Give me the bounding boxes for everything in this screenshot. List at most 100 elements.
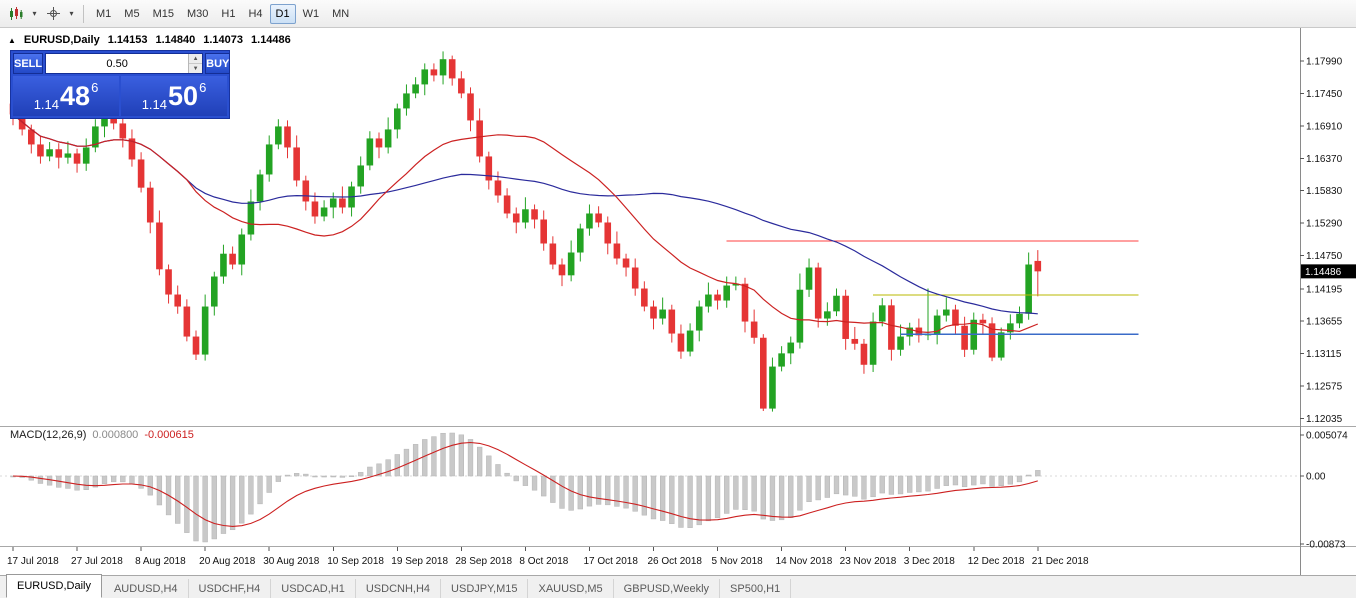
ohlc-high-value: 1.14840 xyxy=(155,34,196,46)
svg-text:1.14486: 1.14486 xyxy=(1305,267,1342,278)
timeframe-button-w1[interactable]: W1 xyxy=(302,7,320,20)
svg-text:19 Sep 2018: 19 Sep 2018 xyxy=(391,556,448,567)
timeframe-toolbar: ▾ ▾ M1 M5 M15 M30 H1 H4 D1 W1 MN xyxy=(0,0,1356,28)
lot-decrease-button[interactable]: ▼ xyxy=(189,64,203,73)
svg-text:28 Sep 2018: 28 Sep 2018 xyxy=(455,556,512,567)
macd-signal-value: -0.000615 xyxy=(144,429,194,441)
candles-layer xyxy=(9,51,1042,412)
toolbar-separator xyxy=(83,4,84,23)
timeframe-button-m1[interactable]: M1 xyxy=(96,7,112,20)
time-axis[interactable]: 17 Jul 2018 27 Jul 2018 8 Aug 2018 20 Aug 2… xyxy=(7,547,1089,567)
macd-signal-line xyxy=(12,441,1038,527)
svg-text:12 Dec 2018: 12 Dec 2018 xyxy=(968,556,1025,567)
svg-text:17 Oct 2018: 17 Oct 2018 xyxy=(583,556,638,567)
svg-text:-0.00873: -0.00873 xyxy=(1306,540,1346,551)
svg-text:17 Jul 2018: 17 Jul 2018 xyxy=(7,556,59,567)
svg-text:1.14195: 1.14195 xyxy=(1306,284,1343,295)
one-click-panel-toggle-icon[interactable]: ▲ xyxy=(8,35,16,45)
macd-main-value: 0.000800 xyxy=(92,429,139,441)
price-axis[interactable]: 1.17990 1.17450 1.16910 1.16370 1.15830 1.152… xyxy=(1300,57,1343,426)
ohlc-open-value: 1.14153 xyxy=(107,34,148,46)
candlestick-chart-icon xyxy=(10,6,23,20)
macd-name: MACD(12,26,9) xyxy=(10,429,87,441)
sell-price-pip: 6 xyxy=(91,80,99,95)
svg-text:14 Nov 2018: 14 Nov 2018 xyxy=(776,556,833,567)
chart-tab-usdcad-h1[interactable]: USDCAD,H1 xyxy=(271,579,356,598)
sell-price-display[interactable]: 1.14 48 6 xyxy=(13,76,119,116)
macd-histogram xyxy=(10,432,1041,543)
buy-price-pip: 6 xyxy=(199,80,207,95)
svg-text:1.13655: 1.13655 xyxy=(1306,317,1343,328)
svg-text:1.15830: 1.15830 xyxy=(1306,186,1343,197)
cursor-tool-dropdown[interactable]: ▾ xyxy=(66,4,77,24)
chart-tab-usdchf-h4[interactable]: USDCHF,H4 xyxy=(189,579,272,598)
chart-tab-usdcnh-h4[interactable]: USDCNH,H4 xyxy=(356,579,442,598)
svg-text:8 Aug 2018: 8 Aug 2018 xyxy=(135,556,186,567)
svg-text:1.14750: 1.14750 xyxy=(1306,251,1343,262)
ma-fast-line xyxy=(12,113,1039,334)
lot-increase-button[interactable]: ▲ xyxy=(189,54,203,64)
timeframe-button-h1[interactable]: H1 xyxy=(221,7,236,20)
lot-size-input[interactable] xyxy=(46,54,189,73)
chart-tab-audusd-h4[interactable]: AUDUSD,H4 xyxy=(104,579,189,598)
chart-type-dropdown[interactable]: ▾ xyxy=(29,4,40,24)
chart-tab-xauusd-m5[interactable]: XAUUSD,M5 xyxy=(528,579,614,598)
macd-axis[interactable]: 0.005074 0.00 -0.00873 xyxy=(1300,431,1348,551)
chart-window[interactable]: 1.17990 1.17450 1.16910 1.16370 1.15830 1.152… xyxy=(0,28,1356,575)
timeframe-button-h4[interactable]: H4 xyxy=(248,7,263,20)
sell-price-main: 48 xyxy=(60,80,91,111)
lot-size-field: ▲ ▼ xyxy=(45,53,204,74)
current-price-badge: 1.14486 xyxy=(1301,264,1356,279)
chart-tab-sp500-h1[interactable]: SP500,H1 xyxy=(720,579,792,598)
svg-text:21 Dec 2018: 21 Dec 2018 xyxy=(1032,556,1089,567)
timeframe-button-mn[interactable]: MN xyxy=(332,7,350,20)
svg-text:1.17450: 1.17450 xyxy=(1306,89,1343,100)
svg-text:26 Oct 2018: 26 Oct 2018 xyxy=(648,556,703,567)
timeframe-button-d1[interactable]: D1 xyxy=(269,3,296,24)
svg-text:30 Aug 2018: 30 Aug 2018 xyxy=(263,556,320,567)
timeframe-button-m30[interactable]: M30 xyxy=(186,7,209,20)
svg-text:20 Aug 2018: 20 Aug 2018 xyxy=(199,556,256,567)
svg-text:8 Oct 2018: 8 Oct 2018 xyxy=(519,556,568,567)
timeframe-buttons: M1 M5 M15 M30 H1 H4 D1 W1 MN xyxy=(90,3,355,24)
buy-price-display[interactable]: 1.14 50 6 xyxy=(121,76,227,116)
svg-text:10 Sep 2018: 10 Sep 2018 xyxy=(327,556,384,567)
chart-title: ▲ EURUSD,Daily 1.14153 1.14840 1.14073 1… xyxy=(8,34,291,46)
svg-text:1.16370: 1.16370 xyxy=(1306,154,1343,165)
price-chart[interactable]: 1.17990 1.17450 1.16910 1.16370 1.15830 1.152… xyxy=(0,28,1356,575)
one-click-trading-panel: SELL ▲ ▼ BUY 1.14 48 6 1.14 xyxy=(10,50,231,119)
svg-text:1.12035: 1.12035 xyxy=(1306,414,1343,425)
chart-symbol-label: EURUSD,Daily xyxy=(23,34,100,46)
sell-price-prefix: 1.14 xyxy=(33,97,60,112)
svg-text:1.15290: 1.15290 xyxy=(1306,219,1343,230)
dropdown-caret-icon: ▾ xyxy=(69,9,74,18)
ohlc-close-value: 1.14486 xyxy=(251,34,291,46)
crosshair-icon xyxy=(46,7,60,20)
dropdown-caret-icon: ▾ xyxy=(32,9,37,18)
chart-tab-usdjpy-m15[interactable]: USDJPY,M15 xyxy=(441,579,529,598)
svg-text:1.17990: 1.17990 xyxy=(1306,57,1343,68)
chart-tab-gbpusd-weekly[interactable]: GBPUSD,Weekly xyxy=(614,579,721,598)
cursor-tool-button[interactable] xyxy=(41,3,65,25)
macd-indicator-label: MACD(12,26,9) 0.000800 -0.000615 xyxy=(10,429,194,441)
chart-tab-eurusd-daily[interactable]: EURUSD,Daily xyxy=(6,574,102,598)
buy-button[interactable]: BUY xyxy=(205,53,231,74)
sell-button[interactable]: SELL xyxy=(13,53,44,74)
svg-text:3 Dec 2018: 3 Dec 2018 xyxy=(904,556,956,567)
svg-text:1.12575: 1.12575 xyxy=(1306,382,1343,393)
svg-text:0.005074: 0.005074 xyxy=(1306,431,1348,442)
lot-size-spinner: ▲ ▼ xyxy=(188,54,203,73)
timeframe-button-m15[interactable]: M15 xyxy=(152,7,174,20)
buy-price-main: 50 xyxy=(168,80,199,111)
buy-price-prefix: 1.14 xyxy=(141,97,168,112)
svg-text:1.16910: 1.16910 xyxy=(1306,121,1343,132)
svg-text:23 Nov 2018: 23 Nov 2018 xyxy=(840,556,897,567)
chart-type-button[interactable] xyxy=(4,3,28,25)
svg-text:1.13115: 1.13115 xyxy=(1306,349,1342,360)
timeframe-button-m5[interactable]: M5 xyxy=(124,7,140,20)
chart-tabs: EURUSD,Daily AUDUSD,H4 USDCHF,H4 USDCAD,H1 U… xyxy=(0,574,1356,598)
svg-text:0.00: 0.00 xyxy=(1306,472,1326,483)
svg-text:27 Jul 2018: 27 Jul 2018 xyxy=(71,556,123,567)
svg-text:5 Nov 2018: 5 Nov 2018 xyxy=(712,556,764,567)
